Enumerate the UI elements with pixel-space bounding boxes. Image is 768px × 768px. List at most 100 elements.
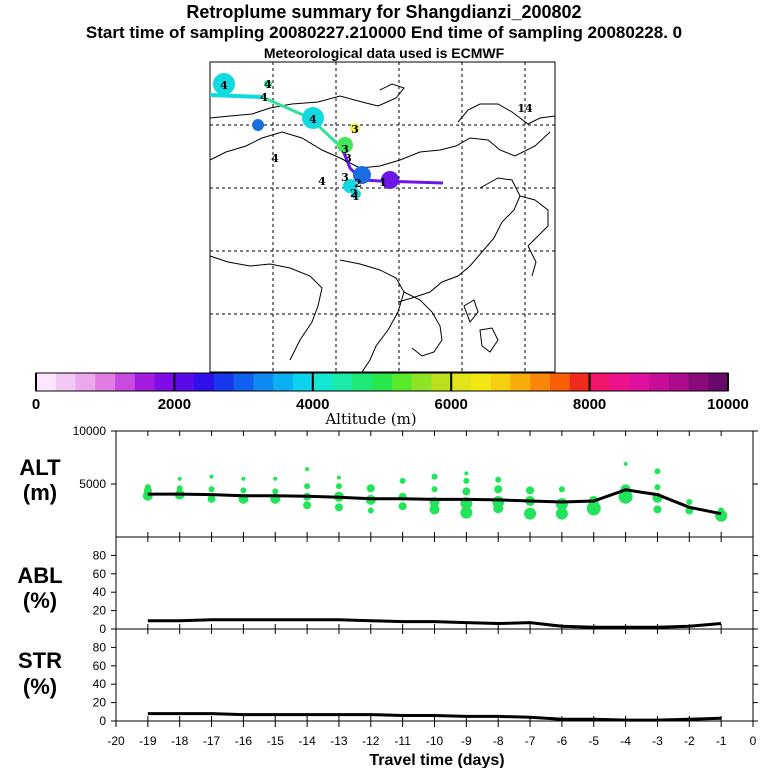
map-day-label-14: 2 [350, 187, 358, 200]
x-tick-label-9: -11 [394, 734, 411, 748]
abl-axis-title: ABL [17, 563, 62, 588]
alt-plume-point-42 [524, 507, 537, 520]
alt-plume-point-29 [429, 504, 440, 515]
abl-ytick-label-3: 60 [93, 567, 107, 581]
colorbar-swatch-2 [75, 373, 96, 391]
abl-ytick-label-1: 20 [93, 604, 107, 618]
colorbar-swatch-16 [352, 373, 373, 391]
abl-mean-line [147, 618, 722, 629]
alt-plume-point-56 [654, 468, 661, 475]
abl-ytick-label-4: 80 [93, 548, 107, 562]
alt-plume-point-58 [686, 499, 693, 506]
alt-plume-point-17 [304, 483, 311, 490]
alt-axis-title: ALT [19, 455, 61, 480]
map-coastline-0 [209, 83, 405, 119]
colorbar-swatch-27 [569, 373, 591, 391]
colorbar-swatch-25 [530, 373, 551, 391]
colorbar-swatch-33 [688, 373, 709, 391]
alt-plume-point-40 [494, 485, 503, 494]
map-day-label-7: 4 [271, 152, 279, 165]
map-day-label-3: 4 [309, 113, 317, 126]
map-day-label-8: 4 [318, 175, 326, 188]
x-tick-label-6: -14 [298, 734, 316, 748]
alt-plume-point-52 [623, 461, 628, 466]
alt-plume-point-25 [366, 484, 375, 493]
map-frame [209, 61, 556, 373]
colorbar-swatch-28 [589, 373, 610, 391]
alt-plume-point-5 [177, 476, 182, 481]
alt-plume-point-32 [431, 473, 438, 480]
colorbar-tick-label-3: 6000 [435, 396, 468, 413]
alt-ytick-label-0: 5000 [79, 477, 106, 491]
map-day-label-12: 1 [352, 190, 360, 203]
alt-plume-point-4 [176, 485, 183, 492]
str-ytick-label-0: 0 [99, 714, 106, 728]
map-coastline-10 [479, 327, 499, 353]
map-coastline-6 [209, 255, 323, 361]
alt-plume-point-45 [555, 507, 568, 520]
colorbar-tick-label-4: 8000 [573, 396, 606, 413]
map-coastline-5 [519, 195, 549, 247]
alt-plume-point-33 [460, 506, 473, 519]
meteorological-data-line: Meteorological data used is ECMWF [263, 45, 505, 61]
colorbar-swatch-19 [411, 373, 432, 391]
map-plume-cluster-2 [252, 119, 264, 131]
abl-axis-unit: (%) [23, 588, 57, 613]
map-day-label-6: 3 [344, 152, 352, 165]
x-tick-label-13: -7 [525, 734, 536, 748]
alt-plume-point-11 [241, 476, 246, 481]
map-plume-cluster-1 [302, 107, 324, 129]
str-axis-unit: (%) [23, 674, 57, 699]
map-day-label-13: 2 [354, 177, 362, 190]
alt-plume-point-55 [654, 484, 661, 491]
x-tick-label-2: -18 [171, 734, 189, 748]
alt-plume-point-47 [558, 486, 565, 493]
alt-plume-point-14 [273, 476, 278, 481]
alt-plume-point-6 [207, 494, 216, 503]
colorbar-swatch-1 [55, 373, 77, 391]
x-tick-label-4: -16 [235, 734, 253, 748]
alt-plume-point-23 [367, 507, 374, 514]
x-tick-label-14: -6 [557, 734, 568, 748]
x-tick-label-8: -12 [362, 734, 380, 748]
colorbar-swatch-6 [154, 373, 175, 391]
map-coastline-3 [339, 131, 551, 169]
colorbar-swatch-21 [451, 373, 472, 391]
map-plume-cluster-3 [337, 137, 353, 153]
alt-plume-point-21 [335, 483, 342, 490]
map-coastline-2 [209, 131, 341, 161]
colorbar-swatch-23 [490, 373, 512, 391]
map-day-label-4: 3 [351, 123, 359, 136]
map-plume-cluster-8 [351, 189, 361, 199]
map-day-label-5: 3 [341, 143, 349, 156]
alt-plume-point-19 [334, 503, 343, 512]
alt-plume-point-48 [586, 501, 601, 516]
map-plume-cluster-0 [213, 73, 235, 95]
colorbar-swatch-20 [431, 373, 452, 391]
x-tick-label-0: -20 [107, 734, 125, 748]
colorbar-swatch-29 [609, 373, 630, 391]
alt-plume-point-2 [144, 484, 151, 491]
str-ytick-label-2: 40 [93, 677, 107, 691]
x-tick-label-18: -2 [684, 734, 695, 748]
colorbar-swatch-22 [470, 373, 492, 391]
x-tick-label-15: -5 [588, 734, 599, 748]
chart-title: Retroplume summary for Shangdianzi_20080… [186, 2, 582, 22]
alt-plume-point-37 [464, 471, 469, 476]
x-tick-label-20: 0 [750, 734, 757, 748]
alt-plume-point-26 [398, 502, 407, 511]
map-coastline-11 [527, 245, 537, 277]
x-tick-label-10: -10 [426, 734, 444, 748]
str-ytick-label-1: 20 [93, 696, 107, 710]
colorbar-swatch-4 [115, 373, 136, 391]
colorbar-swatch-3 [95, 373, 116, 391]
x-axis-label: Travel time (days) [369, 752, 504, 768]
map-plume-cluster-7 [381, 171, 399, 189]
alt-plume-point-15 [303, 501, 312, 510]
colorbar-swatch-15 [332, 373, 353, 391]
colorbar-swatch-24 [510, 373, 531, 391]
map-plume-track-0 [209, 93, 263, 99]
map-day-label-2: 4 [260, 91, 268, 104]
alt-plume-point-39 [492, 496, 505, 509]
